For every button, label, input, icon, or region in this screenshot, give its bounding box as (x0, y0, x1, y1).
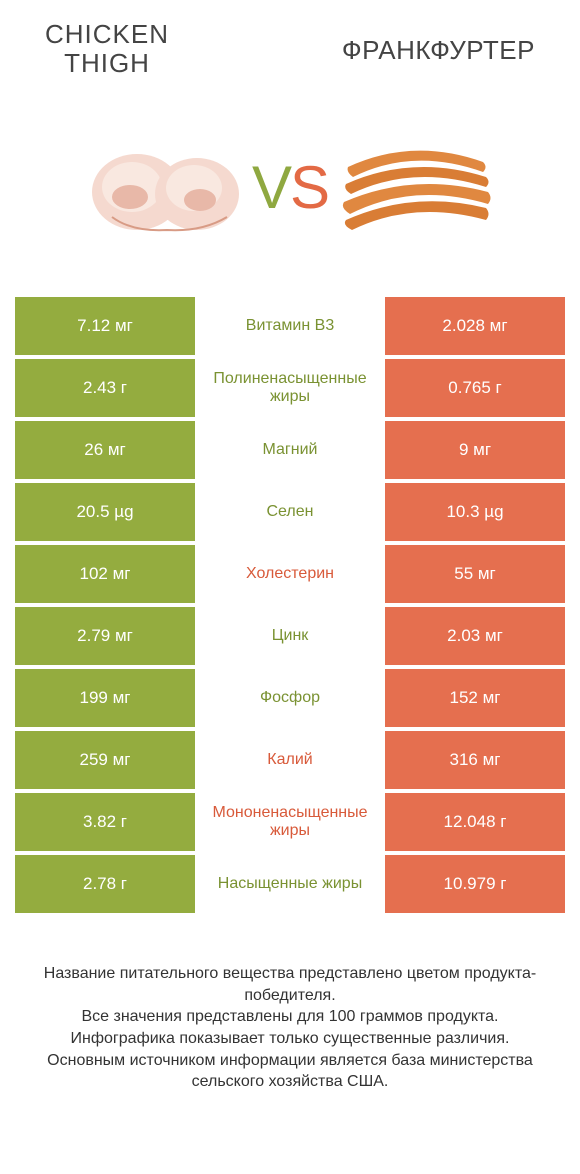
right-value-cell: 2.03 мг (385, 607, 565, 665)
nutrient-label: Холестерин (195, 545, 385, 603)
table-row: 3.82 гМононенасыщенные жиры12.048 г (15, 793, 565, 851)
left-title-line2: THIGH (45, 49, 169, 78)
right-value-cell: 55 мг (385, 545, 565, 603)
left-value-cell: 20.5 µg (15, 483, 195, 541)
comparison-table: 7.12 мгВитамин B32.028 мг2.43 гПолиненас… (15, 297, 565, 913)
vs-v-letter: V (252, 153, 290, 222)
nutrient-label: Фосфор (195, 669, 385, 727)
footer-line-1: Название питательного вещества представл… (25, 963, 555, 1006)
table-row: 2.43 гПолиненасыщенные жиры0.765 г (15, 359, 565, 417)
nutrient-label: Витамин B3 (195, 297, 385, 355)
nutrient-label: Калий (195, 731, 385, 789)
table-row: 199 мгФосфор152 мг (15, 669, 565, 727)
table-row: 7.12 мгВитамин B32.028 мг (15, 297, 565, 355)
vs-label: VS (252, 153, 328, 222)
footer-line-4: Основным источником информации является … (25, 1050, 555, 1093)
left-value-cell: 2.78 г (15, 855, 195, 913)
table-row: 259 мгКалий316 мг (15, 731, 565, 789)
vs-s-letter: S (290, 153, 328, 222)
footer-line-3: Инфографика показывает только существенн… (25, 1028, 555, 1050)
nutrient-label: Мононенасыщенные жиры (195, 793, 385, 851)
table-row: 20.5 µgСелен10.3 µg (15, 483, 565, 541)
footer-line-2: Все значения представлены для 100 граммо… (25, 1006, 555, 1028)
right-value-cell: 10.979 г (385, 855, 565, 913)
left-value-cell: 102 мг (15, 545, 195, 603)
table-row: 2.78 гНасыщенные жиры10.979 г (15, 855, 565, 913)
right-value-cell: 2.028 мг (385, 297, 565, 355)
left-value-cell: 2.43 г (15, 359, 195, 417)
vs-section: VS (15, 107, 565, 267)
table-row: 2.79 мгЦинк2.03 мг (15, 607, 565, 665)
right-value-cell: 9 мг (385, 421, 565, 479)
left-value-cell: 26 мг (15, 421, 195, 479)
nutrient-label: Цинк (195, 607, 385, 665)
frankfurter-icon (328, 117, 498, 257)
left-value-cell: 2.79 мг (15, 607, 195, 665)
table-row: 102 мгХолестерин55 мг (15, 545, 565, 603)
left-value-cell: 7.12 мг (15, 297, 195, 355)
left-title-line1: CHICKEN (45, 20, 169, 49)
left-product-title: CHICKEN THIGH (45, 20, 169, 77)
nutrient-label: Селен (195, 483, 385, 541)
right-value-cell: 316 мг (385, 731, 565, 789)
table-row: 26 мгМагний9 мг (15, 421, 565, 479)
left-value-cell: 259 мг (15, 731, 195, 789)
right-value-cell: 0.765 г (385, 359, 565, 417)
right-product-title: ФРАНКФУРТЕР (342, 35, 535, 66)
right-value-cell: 10.3 µg (385, 483, 565, 541)
header: CHICKEN THIGH ФРАНКФУРТЕР (15, 20, 565, 77)
nutrient-label: Насыщенные жиры (195, 855, 385, 913)
left-value-cell: 3.82 г (15, 793, 195, 851)
nutrient-label: Полиненасыщенные жиры (195, 359, 385, 417)
right-value-cell: 152 мг (385, 669, 565, 727)
footer-notes: Название питательного вещества представл… (15, 963, 565, 1093)
nutrient-label: Магний (195, 421, 385, 479)
right-value-cell: 12.048 г (385, 793, 565, 851)
chicken-thigh-icon (82, 117, 252, 257)
left-value-cell: 199 мг (15, 669, 195, 727)
